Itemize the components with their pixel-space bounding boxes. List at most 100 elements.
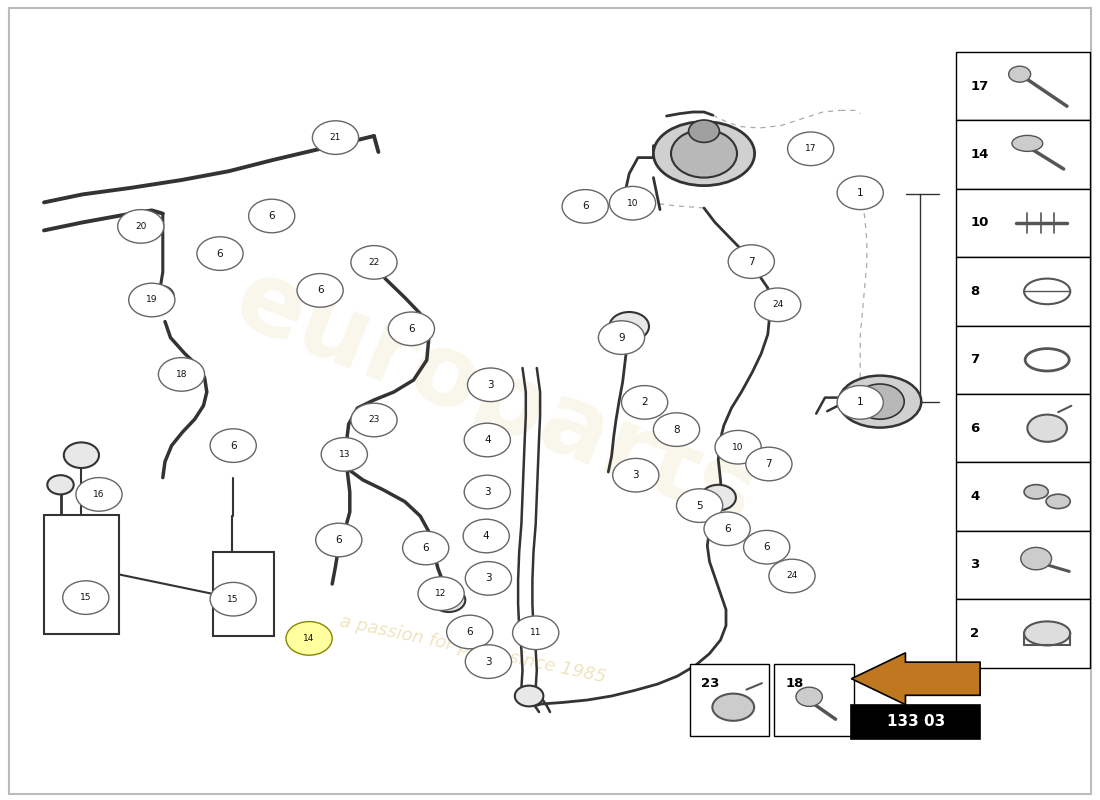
- Text: 2: 2: [970, 627, 979, 640]
- Ellipse shape: [653, 122, 755, 186]
- Text: 15: 15: [80, 593, 91, 602]
- Text: 24: 24: [772, 300, 783, 310]
- Circle shape: [513, 616, 559, 650]
- Text: 3: 3: [487, 380, 494, 390]
- Circle shape: [468, 368, 514, 402]
- Text: 11: 11: [530, 628, 541, 638]
- Text: 1: 1: [857, 188, 864, 198]
- Text: 6: 6: [970, 422, 979, 434]
- Text: 6: 6: [408, 324, 415, 334]
- Circle shape: [351, 403, 397, 437]
- Circle shape: [63, 581, 109, 614]
- Text: 2: 2: [641, 398, 648, 407]
- Circle shape: [418, 577, 464, 610]
- Circle shape: [621, 386, 668, 419]
- Text: 18: 18: [785, 677, 804, 690]
- Ellipse shape: [1024, 485, 1048, 499]
- FancyBboxPatch shape: [851, 705, 980, 739]
- FancyBboxPatch shape: [956, 326, 1090, 394]
- Text: 14: 14: [970, 148, 989, 161]
- Ellipse shape: [1046, 494, 1070, 509]
- Circle shape: [769, 559, 815, 593]
- Circle shape: [465, 645, 512, 678]
- Circle shape: [145, 286, 174, 306]
- Circle shape: [609, 186, 656, 220]
- Ellipse shape: [1027, 414, 1067, 442]
- Text: a passion for parts since 1985: a passion for parts since 1985: [338, 613, 608, 686]
- Ellipse shape: [1012, 135, 1043, 151]
- Circle shape: [689, 120, 719, 142]
- Text: 24: 24: [786, 571, 798, 581]
- Circle shape: [755, 288, 801, 322]
- Text: 21: 21: [330, 133, 341, 142]
- Circle shape: [297, 274, 343, 307]
- Circle shape: [463, 519, 509, 553]
- Text: 16: 16: [94, 490, 104, 499]
- FancyBboxPatch shape: [956, 258, 1090, 326]
- Text: 4: 4: [484, 435, 491, 445]
- Circle shape: [746, 447, 792, 481]
- Text: 6: 6: [724, 524, 730, 534]
- Text: 6: 6: [230, 441, 236, 450]
- Circle shape: [465, 562, 512, 595]
- Text: 8: 8: [673, 425, 680, 434]
- Text: 6: 6: [582, 202, 588, 211]
- Circle shape: [316, 523, 362, 557]
- Text: 7: 7: [748, 257, 755, 266]
- Circle shape: [351, 246, 397, 279]
- Text: 17: 17: [970, 80, 989, 93]
- Text: 6: 6: [336, 535, 342, 545]
- Ellipse shape: [713, 694, 755, 721]
- Circle shape: [715, 430, 761, 464]
- FancyBboxPatch shape: [44, 515, 119, 634]
- Text: 8: 8: [970, 285, 979, 298]
- Circle shape: [562, 190, 608, 223]
- Text: europarts: europarts: [221, 251, 769, 549]
- Circle shape: [197, 237, 243, 270]
- Circle shape: [464, 475, 510, 509]
- FancyBboxPatch shape: [956, 52, 1090, 120]
- Circle shape: [158, 358, 205, 391]
- Ellipse shape: [1024, 622, 1070, 646]
- Ellipse shape: [838, 375, 922, 427]
- FancyBboxPatch shape: [774, 664, 854, 736]
- Text: 133 03: 133 03: [887, 714, 945, 730]
- Circle shape: [701, 485, 736, 510]
- Text: 3: 3: [970, 558, 979, 571]
- Text: 20: 20: [135, 222, 146, 231]
- FancyBboxPatch shape: [956, 599, 1090, 667]
- Circle shape: [447, 615, 493, 649]
- Text: 23: 23: [368, 415, 379, 425]
- Circle shape: [1009, 66, 1031, 82]
- Text: 12: 12: [436, 589, 447, 598]
- Circle shape: [676, 489, 723, 522]
- Text: 14: 14: [304, 634, 315, 643]
- Text: 7: 7: [766, 459, 772, 469]
- Circle shape: [671, 130, 737, 178]
- Text: 7: 7: [970, 354, 979, 366]
- Circle shape: [728, 245, 774, 278]
- Circle shape: [432, 588, 465, 612]
- Text: 10: 10: [627, 198, 638, 208]
- Polygon shape: [851, 653, 980, 705]
- Text: 10: 10: [733, 442, 744, 452]
- Text: 13: 13: [339, 450, 350, 459]
- Circle shape: [118, 210, 164, 243]
- Circle shape: [613, 458, 659, 492]
- Circle shape: [312, 121, 359, 154]
- Circle shape: [837, 176, 883, 210]
- Text: 3: 3: [484, 487, 491, 497]
- Circle shape: [210, 582, 256, 616]
- Circle shape: [330, 442, 363, 466]
- Circle shape: [704, 512, 750, 546]
- FancyBboxPatch shape: [956, 120, 1090, 189]
- Text: 17: 17: [805, 144, 816, 154]
- Circle shape: [64, 442, 99, 468]
- Text: 22: 22: [368, 258, 379, 267]
- Text: 10: 10: [970, 217, 989, 230]
- Text: 6: 6: [268, 211, 275, 221]
- Text: 3: 3: [485, 657, 492, 666]
- Circle shape: [249, 199, 295, 233]
- Text: 4: 4: [970, 490, 979, 503]
- Circle shape: [210, 429, 256, 462]
